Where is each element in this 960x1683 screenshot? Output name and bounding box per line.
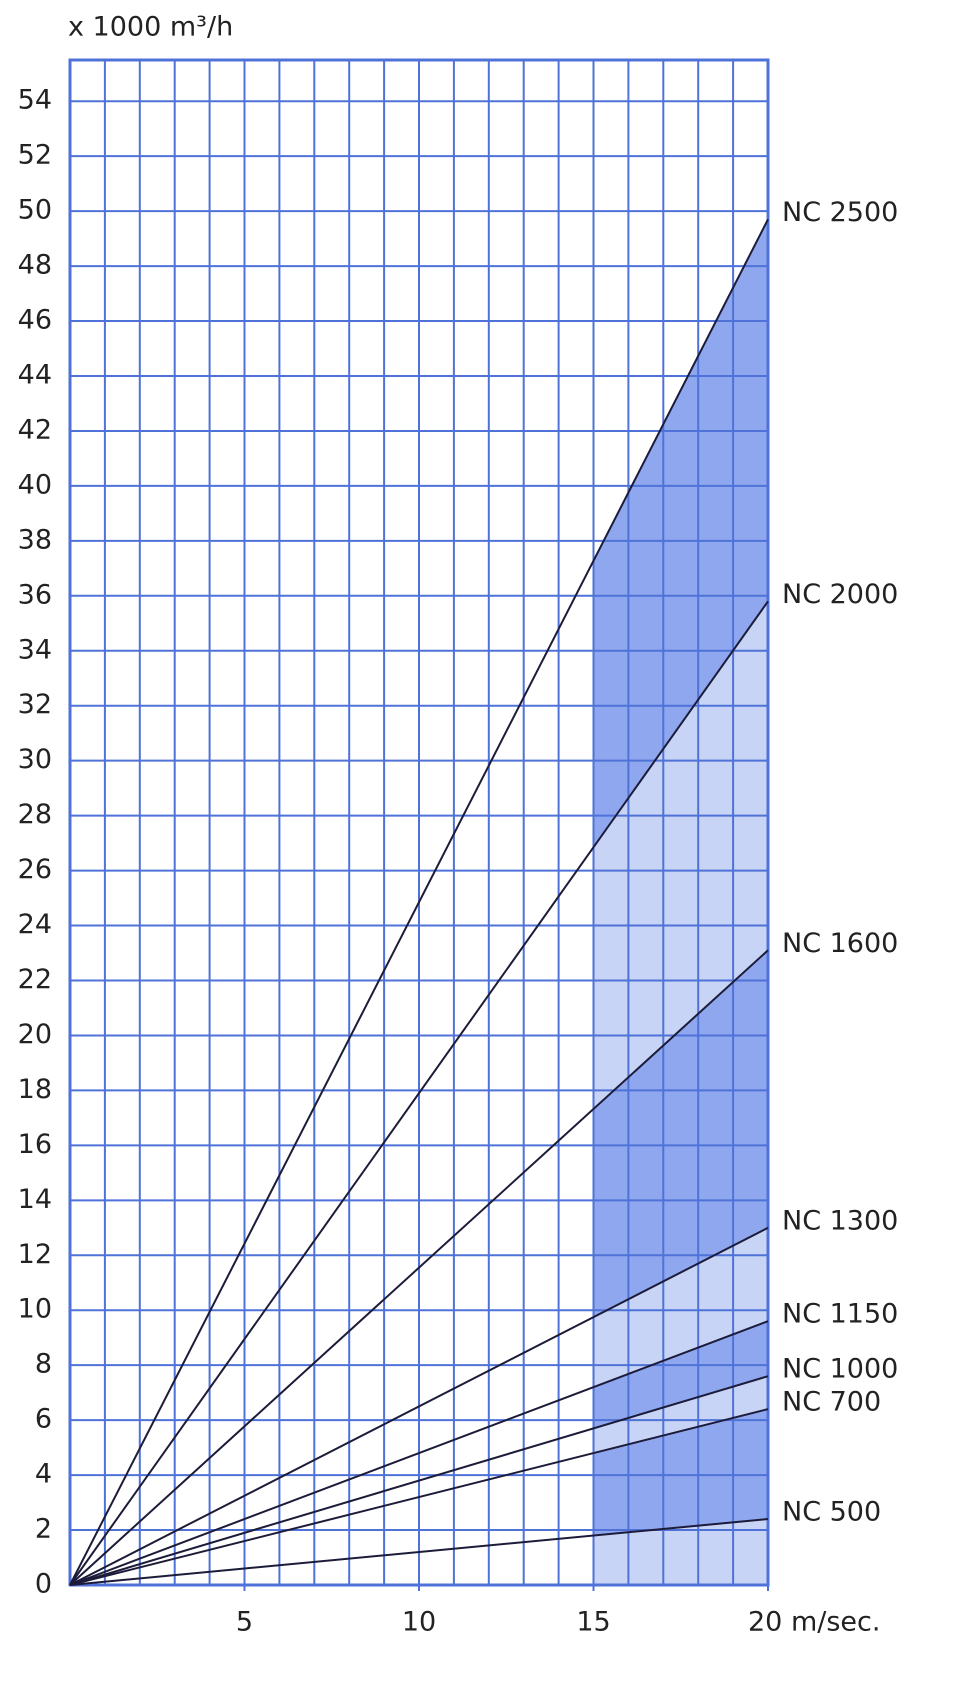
y-tick-label: 14 [18, 1184, 52, 1215]
y-tick-label: 46 [18, 305, 52, 336]
plot-frame [68, 58, 770, 1587]
series-label: NC 2500 [782, 197, 898, 228]
series-label: NC 1600 [782, 928, 898, 959]
series-line [69, 1320, 769, 1586]
y-tick-label: 4 [35, 1459, 52, 1490]
series-line [69, 1226, 769, 1586]
series-label: NC 1150 [782, 1299, 898, 1330]
series-label: NC 2000 [782, 579, 898, 610]
y-tick-label: 50 [18, 195, 52, 226]
y-tick-label: 42 [18, 414, 52, 445]
highlight-band [593, 1321, 768, 1429]
y-tick-label: 34 [18, 634, 52, 665]
y-tick-label: 36 [18, 579, 52, 610]
y-tick-label: 30 [18, 744, 52, 775]
series-label: NC 500 [782, 1497, 881, 1528]
axis-title: x 1000 m³/h [68, 12, 233, 43]
series-line [69, 949, 769, 1586]
highlight-band [593, 601, 768, 1109]
highlight-band [593, 1409, 768, 1536]
series-label: NC 700 [782, 1387, 881, 1418]
y-tick-label: 22 [18, 964, 52, 995]
y-tick-label: 8 [35, 1349, 52, 1380]
highlight-band [593, 1376, 768, 1454]
x-tick-label: 10 [402, 1607, 436, 1638]
y-tick-label: 2 [35, 1514, 52, 1545]
y-tick-label: 26 [18, 854, 52, 885]
x-tick-label: 20 m/sec. [748, 1607, 880, 1638]
y-tick-label: 48 [18, 250, 52, 281]
y-tick-label: 10 [18, 1294, 52, 1325]
highlight-band [593, 1227, 768, 1388]
series-line [69, 600, 769, 1586]
series-line [69, 1408, 769, 1586]
y-tick-label: 32 [18, 689, 52, 720]
highlight-band [593, 1519, 768, 1585]
y-tick-label: 0 [35, 1569, 52, 1600]
series-line [69, 218, 769, 1586]
y-tick-label: 52 [18, 140, 52, 171]
series-label: NC 1000 [782, 1354, 898, 1385]
y-tick-label: 54 [18, 85, 52, 116]
highlight-band [593, 950, 768, 1318]
y-tick-label: 12 [18, 1239, 52, 1270]
y-tick-label: 20 [18, 1019, 52, 1050]
y-tick-label: 6 [35, 1404, 52, 1435]
y-tick-label: 18 [18, 1074, 52, 1105]
y-tick-label: 28 [18, 799, 52, 830]
series-label: NC 1300 [782, 1205, 898, 1236]
series-line [69, 1518, 769, 1586]
y-tick-label: 16 [18, 1129, 52, 1160]
y-tick-label: 24 [18, 909, 52, 940]
x-tick-label: 5 [236, 1607, 253, 1638]
y-tick-label: 40 [18, 469, 52, 500]
series-line [69, 1375, 769, 1586]
x-tick-label: 15 [576, 1607, 610, 1638]
y-tick-label: 44 [18, 359, 52, 390]
y-tick-label: 38 [18, 524, 52, 555]
